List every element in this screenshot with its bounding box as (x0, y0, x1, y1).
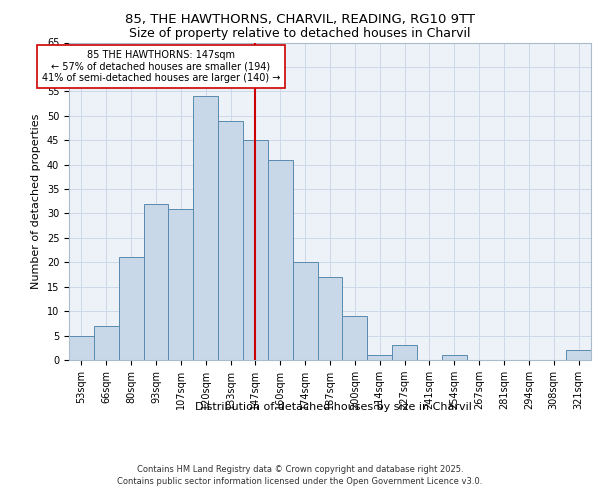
Bar (243, 140, 268, 360)
Bar (169, 208, 193, 360)
Text: Contains HM Land Registry data © Crown copyright and database right 2025.: Contains HM Land Registry data © Crown c… (137, 465, 463, 474)
Bar (143, 204, 169, 360)
Text: Distribution of detached houses by size in Charvil: Distribution of detached houses by size … (194, 402, 472, 412)
Bar (218, 120, 243, 360)
Y-axis label: Number of detached properties: Number of detached properties (31, 114, 41, 289)
Bar (69, 336, 94, 360)
Bar (442, 355, 467, 360)
Bar (94, 326, 119, 360)
Bar (119, 258, 143, 360)
Bar (392, 346, 417, 360)
Text: Contains public sector information licensed under the Open Government Licence v3: Contains public sector information licen… (118, 478, 482, 486)
Bar (268, 160, 293, 360)
Bar (317, 277, 343, 360)
Text: 85, THE HAWTHORNS, CHARVIL, READING, RG10 9TT: 85, THE HAWTHORNS, CHARVIL, READING, RG1… (125, 12, 475, 26)
Text: Size of property relative to detached houses in Charvil: Size of property relative to detached ho… (129, 28, 471, 40)
Bar (566, 350, 591, 360)
Bar (343, 316, 367, 360)
Bar (193, 96, 218, 360)
Bar (367, 355, 392, 360)
Text: 85 THE HAWTHORNS: 147sqm
← 57% of detached houses are smaller (194)
41% of semi-: 85 THE HAWTHORNS: 147sqm ← 57% of detach… (42, 50, 280, 83)
Bar (293, 262, 317, 360)
